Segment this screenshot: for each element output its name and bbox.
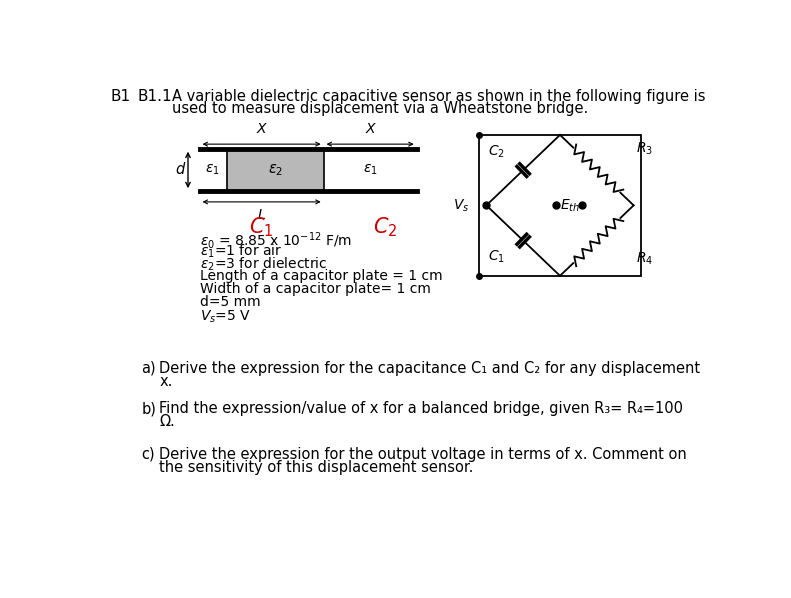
Text: $R_4$: $R_4$ xyxy=(636,251,653,267)
Bar xyxy=(479,135,642,276)
Text: $C_2$: $C_2$ xyxy=(373,216,398,239)
Text: the sensitivity of this displacement sensor.: the sensitivity of this displacement sen… xyxy=(159,460,474,475)
Text: d: d xyxy=(175,163,184,178)
Text: a): a) xyxy=(142,361,156,376)
Text: $R_3$: $R_3$ xyxy=(636,141,653,157)
Text: $\varepsilon_2$: $\varepsilon_2$ xyxy=(267,162,283,178)
Text: $\varepsilon_1$: $\varepsilon_1$ xyxy=(363,163,377,177)
Text: used to measure displacement via a Wheatstone bridge.: used to measure displacement via a Wheat… xyxy=(172,101,589,116)
Text: $C_1$: $C_1$ xyxy=(249,216,274,239)
Text: $\varepsilon_2$=3 for dielectric: $\varepsilon_2$=3 for dielectric xyxy=(199,256,327,273)
Text: d=5 mm: d=5 mm xyxy=(199,295,260,309)
Text: L: L xyxy=(258,208,266,222)
Bar xyxy=(227,149,324,191)
Text: c): c) xyxy=(142,447,155,462)
Text: $V_s$=5 V: $V_s$=5 V xyxy=(199,308,251,325)
Text: Length of a capacitor plate = 1 cm: Length of a capacitor plate = 1 cm xyxy=(199,269,442,283)
Text: B1.1: B1.1 xyxy=(138,89,172,103)
Text: $E_{th}$: $E_{th}$ xyxy=(560,197,580,213)
Text: b): b) xyxy=(142,401,157,416)
Text: $\varepsilon_0$ = 8.85 x 10$^{-12}$ F/m: $\varepsilon_0$ = 8.85 x 10$^{-12}$ F/m xyxy=(199,230,352,251)
Text: $\varepsilon_1$=1 for air: $\varepsilon_1$=1 for air xyxy=(199,243,282,260)
Text: B1: B1 xyxy=(111,89,131,103)
Text: Derive the expression for the capacitance C₁ and C₂ for any displacement: Derive the expression for the capacitanc… xyxy=(159,361,701,376)
Text: $\varepsilon_1$: $\varepsilon_1$ xyxy=(205,163,220,177)
Text: x.: x. xyxy=(159,374,172,389)
Text: Find the expression/value of x for a balanced bridge, given R₃= R₄=100: Find the expression/value of x for a bal… xyxy=(159,401,683,416)
Text: Width of a capacitor plate= 1 cm: Width of a capacitor plate= 1 cm xyxy=(199,282,430,296)
Text: Ω.: Ω. xyxy=(159,414,175,429)
Text: $C_1$: $C_1$ xyxy=(488,248,505,265)
Text: $C_2$: $C_2$ xyxy=(488,144,505,160)
Text: X: X xyxy=(257,123,267,136)
Text: Derive the expression for the output voltage in terms of x. Comment on: Derive the expression for the output vol… xyxy=(159,447,687,462)
Text: A variable dielectric capacitive sensor as shown in the following figure is: A variable dielectric capacitive sensor … xyxy=(172,89,706,103)
Text: X: X xyxy=(365,123,375,136)
Text: $V_s$: $V_s$ xyxy=(453,197,469,213)
